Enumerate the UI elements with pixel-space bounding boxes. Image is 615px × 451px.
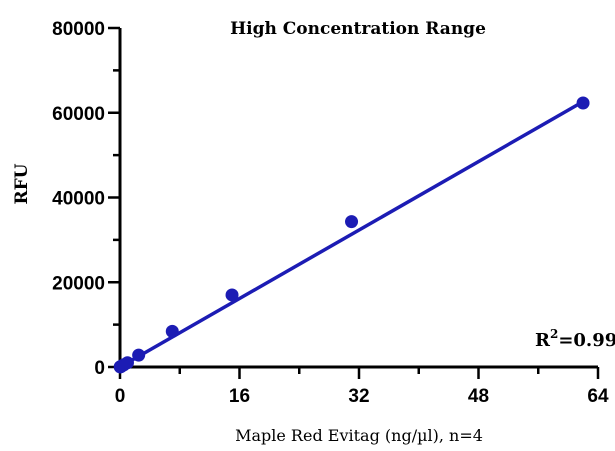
y-tick-label: 60000 [52, 104, 105, 125]
x-tick-label: 0 [115, 386, 126, 407]
y-axis-label: RFU [12, 163, 32, 204]
data-point [120, 356, 134, 370]
plot-area: 0 20000 40000 60000 80000 0 16 32 48 64 [52, 19, 609, 407]
data-point [345, 215, 359, 229]
r-squared-annotation: R2=0.9973 [535, 327, 615, 351]
data-point [576, 96, 590, 110]
x-tick-label: 48 [468, 386, 489, 407]
x-tick-label: 64 [587, 386, 609, 407]
r-squared-prefix: R [535, 330, 551, 351]
y-tick-label: 80000 [52, 19, 105, 40]
r-squared-superscript: 2 [550, 327, 558, 341]
x-tick-label: 32 [348, 386, 369, 407]
y-tick-label: 20000 [52, 273, 105, 294]
x-tick-label: 16 [229, 386, 250, 407]
data-point [165, 324, 179, 338]
data-point [132, 348, 146, 362]
chart-title: High Concentration Range [230, 19, 486, 39]
r-squared-value: =0.9973 [558, 330, 615, 351]
data-point [225, 288, 239, 302]
x-axis-label: Maple Red Evitag (ng/µl), n=4 [235, 426, 483, 445]
y-tick-label: 0 [94, 358, 105, 379]
y-tick-label: 40000 [52, 189, 105, 210]
regression-line [119, 100, 584, 369]
